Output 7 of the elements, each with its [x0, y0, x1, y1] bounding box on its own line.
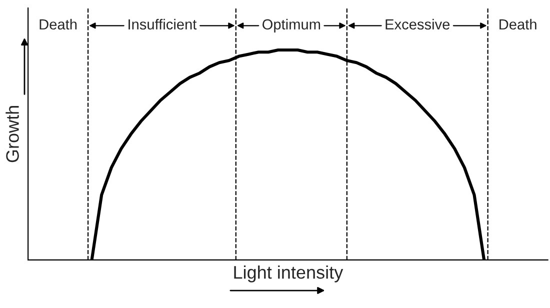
text: Optimum: [262, 18, 320, 32]
text: Death: [500, 18, 536, 30]
text: Insufficient: [128, 18, 197, 30]
y-axis-title: Growth: [6, 106, 19, 162]
text: Death: [40, 18, 77, 30]
text: Excessive: [386, 18, 450, 30]
x-axis-title: Light intensity: [234, 266, 344, 282]
